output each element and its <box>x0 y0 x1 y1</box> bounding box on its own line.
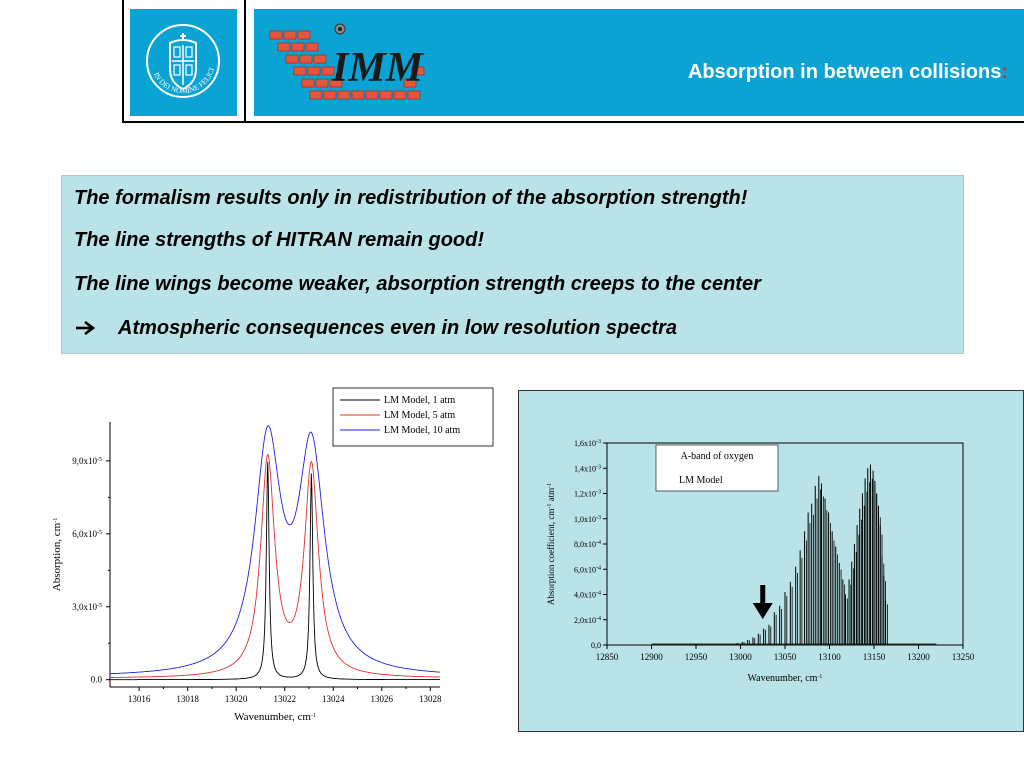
slide-title: Absorption in between collisions: <box>688 61 1008 84</box>
chart2-y-tick-label: 0,0 <box>591 641 601 650</box>
bullet-line-2: The line strengths of HITRAN remain good… <box>74 229 485 251</box>
chart1-y-label: Absorption, cm-1 <box>51 518 63 591</box>
summary-box: The formalism results only in redistribu… <box>61 175 964 354</box>
oxygen-a-band-panel: 12850 12900 12950 13000 13050 13100 13150 13200… <box>518 390 1024 732</box>
chart1-legend: LM Model, 1 atm LM Model, 5 atm LM Model, … <box>332 387 494 447</box>
chart2-x-tick-label: 13050 <box>774 652 797 662</box>
chart2-axes: 12850 12900 12950 13000 13050 13100 13150 13200… <box>546 439 975 684</box>
pressure-broadening-chart: 13016 13018 13020 13022 13024 13026 13028 0.0 3,… <box>51 387 494 723</box>
chart1-legend-label: LM Model, 5 atm <box>384 410 455 421</box>
chart2-x-tick-label: 13100 <box>818 652 841 662</box>
chart1-axes: 13016 13018 13020 13022 13024 13026 13028 0.0 3,… <box>51 422 442 723</box>
chart1-series-line <box>110 425 441 675</box>
chart2-lines <box>651 464 937 645</box>
chart1-x-label: Wavenumber, cm-1 <box>234 711 316 723</box>
chart1-y-tick-label: 9,0x10-5 <box>72 456 102 466</box>
bullet-line-4: Atmospheric consequences even in low res… <box>74 314 951 342</box>
chart2-legend-title: A-band of oxygen <box>681 451 754 462</box>
chart2-y-tick-label: 1,6x10-3 <box>574 439 601 448</box>
slide-title-text: Absorption in between collisions <box>687 61 1002 83</box>
chart1-y-tick-label: 0.0 <box>91 675 103 685</box>
chart2-y-tick-label: 1,2x10-3 <box>574 490 601 499</box>
chart2-y-tick-label: 4,0x10-4 <box>574 591 601 600</box>
chart2-y-tick-label: 2,0x10-4 <box>574 616 601 625</box>
chart1-x-tick-label: 13018 <box>176 694 199 704</box>
header-banner: IMM Absorption in between collisions: <box>254 9 1024 116</box>
chart1-legend-label: LM Model, 10 atm <box>384 425 460 436</box>
chart2-x-tick-label: 13250 <box>952 652 975 662</box>
chart1-x-tick-label: 13022 <box>273 694 296 704</box>
chart2-y-label: Absorption coefficient, cm-1 atm-1 <box>546 483 556 605</box>
chart2-y-tick-label: 1,0x10-3 <box>574 515 601 524</box>
chart2-y-tick-label: 6,0x10-4 <box>574 565 601 574</box>
university-logo: IN DEI NOMINE FELICITER <box>127 2 237 116</box>
chart1-x-tick-label: 13016 <box>128 694 151 704</box>
chart2-x-tick-label: 13000 <box>729 652 752 662</box>
chart1-x-tick-label: 13024 <box>322 694 345 704</box>
chart2-x-tick-label: 13200 <box>907 652 930 662</box>
chart1-series-line <box>110 453 441 678</box>
header-divider <box>244 0 246 122</box>
chart2-legend-subtitle: LM Model <box>679 475 723 486</box>
chart1-x-tick-label: 13028 <box>419 694 442 704</box>
chart1-legend-label: LM Model, 1 atm <box>384 395 455 406</box>
chart2-y-tick-label: 1,4x10-3 <box>574 464 601 473</box>
header-frame <box>122 0 1024 123</box>
bullet-line-4-text: Atmospheric consequences even in low res… <box>118 317 678 339</box>
imm-logo-text: IMM <box>331 45 425 91</box>
chart2-y-tick-label: 8,0x10-4 <box>574 540 601 549</box>
chart2-x-tick-label: 12900 <box>640 652 663 662</box>
imm-logo-icon: IMM <box>269 23 425 100</box>
bullet-line-1: The formalism results only in redistribu… <box>74 187 748 209</box>
chart2-x-tick-label: 12950 <box>685 652 708 662</box>
oxygen-a-band-chart: 12850 12900 12950 13000 13050 13100 13150 13200… <box>546 439 975 684</box>
slide-title-colon: : <box>1001 61 1008 83</box>
chart1-y-tick-label: 3,0x10-5 <box>72 602 102 612</box>
chart2-x-tick-label: 13150 <box>863 652 886 662</box>
bullet-line-3: The line wings become weaker, absorption… <box>74 273 761 295</box>
down-arrow-icon <box>752 603 773 619</box>
chart2-x-label: Wavenumber, cm-1 <box>748 673 823 684</box>
chart1-x-tick-label: 13026 <box>371 694 394 704</box>
chart1-y-tick-label: 6,0x10-5 <box>72 529 102 539</box>
chart2-legend-box <box>655 444 779 492</box>
chart1-curves <box>110 425 441 681</box>
chart2-x-tick-label: 12850 <box>596 652 619 662</box>
right-arrow-icon <box>76 320 96 336</box>
chart1-x-tick-label: 13020 <box>225 694 248 704</box>
university-seal-icon: IN DEI NOMINE FELICITER <box>127 2 220 98</box>
chart2-legend: A-band of oxygen LM Model <box>655 444 779 492</box>
chart1-series-line <box>110 461 440 681</box>
chart1-legend-box <box>332 387 494 447</box>
